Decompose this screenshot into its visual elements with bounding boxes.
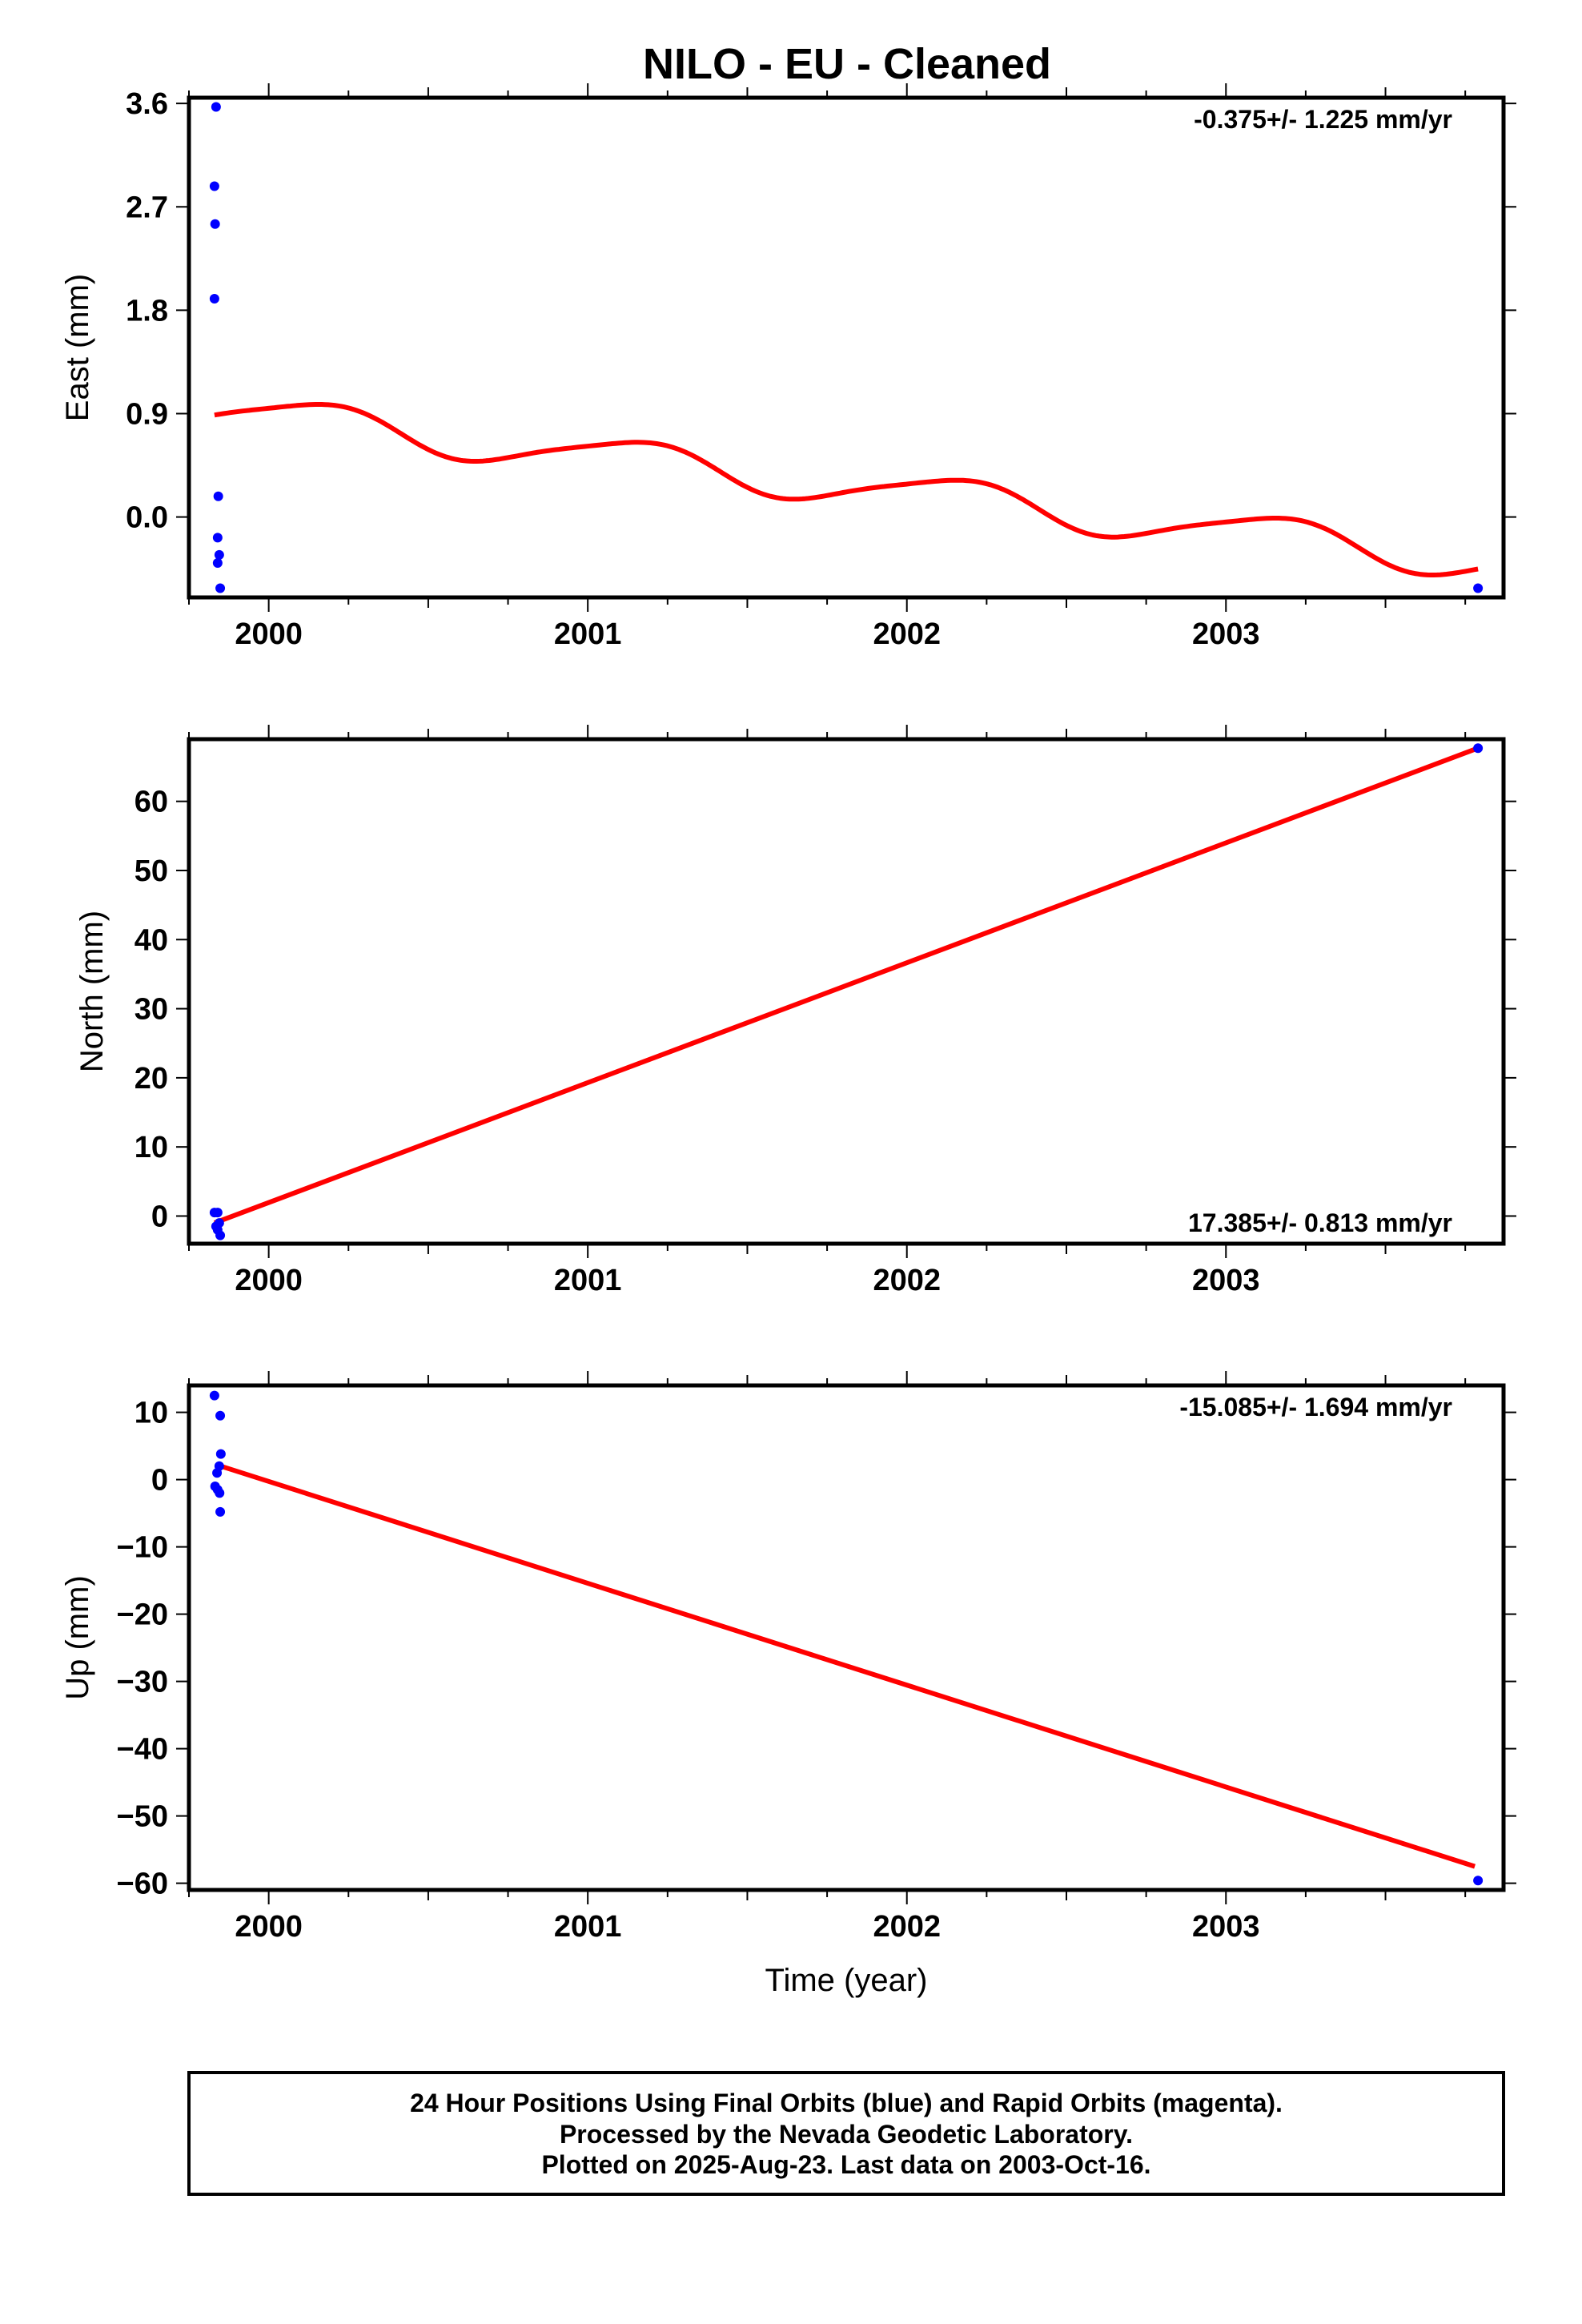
up-panel: 2000 2001 2002 2003 −60 −50 −40 −30 −20 −10 0 10 Up … [60, 1371, 1516, 1998]
x-tick-label: 2000 [235, 617, 303, 651]
data-point [213, 491, 223, 501]
data-point [210, 219, 220, 229]
x-tick-label: 2001 [554, 617, 622, 651]
y-tick-label: 0.0 [126, 501, 168, 535]
x-tick-label: 2002 [873, 1910, 941, 1944]
data-point [212, 1208, 223, 1218]
x-tick-label: 2000 [235, 1264, 303, 1297]
y-tick-label: 40 [135, 923, 168, 957]
rate-label: -15.085+/- 1.694 mm/yr [1179, 1393, 1452, 1421]
plot-frame [187, 95, 1506, 600]
y-tick-label: 30 [135, 993, 168, 1027]
data-point [215, 1230, 226, 1240]
y-tick-label: −20 [117, 1598, 168, 1632]
north-panel: 2000 2001 2002 2003 0 10 20 30 40 50 60 North (mm) 1… [74, 725, 1516, 1297]
y-tick-label: 10 [135, 1131, 168, 1164]
data-point [1473, 583, 1484, 593]
data-point [215, 583, 226, 593]
y-tick-label: 10 [135, 1397, 168, 1430]
footer-frame [187, 2071, 1505, 2196]
data-point [209, 181, 219, 191]
x-axis-label: Time (year) [765, 1963, 928, 1998]
x-tick-label: 2003 [1192, 1910, 1260, 1944]
data-point [1473, 743, 1484, 754]
y-tick-label: 3.6 [126, 87, 168, 121]
y-tick-label: −60 [117, 1868, 168, 1901]
x-tick-label: 2001 [554, 1264, 622, 1297]
y-tick-label: −10 [117, 1531, 168, 1565]
y-tick-label: 2.7 [126, 191, 168, 224]
x-tick-label: 2001 [554, 1910, 622, 1944]
y-tick-label: −40 [117, 1733, 168, 1767]
footer-line-2: Processed by the Nevada Geodetic Laborat… [560, 2120, 1133, 2149]
data-point [215, 1410, 226, 1421]
y-axis-label: East (mm) [60, 274, 95, 421]
y-tick-label: 0 [151, 1464, 168, 1498]
footer-line-1: 24 Hour Positions Using Final Orbits (bl… [410, 2089, 1283, 2117]
y-tick-label: −50 [117, 1800, 168, 1834]
y-axis-label: Up (mm) [60, 1575, 95, 1700]
data-point [209, 294, 219, 304]
y-tick-label: 20 [135, 1062, 168, 1096]
footer-box: 24 Hour Positions Using Final Orbits (bl… [187, 2071, 1505, 2196]
figure-title: NILO - EU - Cleaned [643, 40, 1051, 88]
x-tick-label: 2002 [873, 617, 941, 651]
data-point [214, 549, 224, 560]
data-point [212, 1468, 223, 1478]
data-point [212, 557, 223, 568]
data-point [215, 1506, 226, 1517]
east-panel: 2000 2001 2002 2003 0.0 0.9 1.8 2.7 3.6 East (mm)… [60, 83, 1516, 651]
fit-line [219, 1463, 1476, 1869]
x-tick-label: 2003 [1192, 1264, 1260, 1297]
y-tick-label: 0 [151, 1200, 168, 1233]
plot-frame [187, 1383, 1506, 1892]
plot-frame [187, 737, 1506, 1246]
data-point [212, 533, 223, 543]
footer-line-3: Plotted on 2025-Aug-23. Last data on 200… [541, 2150, 1150, 2179]
y-tick-label: 50 [135, 854, 168, 888]
data-point [209, 1390, 219, 1401]
data-point [215, 1488, 225, 1498]
data-point [215, 1449, 226, 1459]
y-axis-label: North (mm) [74, 911, 110, 1072]
x-tick-label: 2003 [1192, 617, 1260, 651]
y-tick-label: −30 [117, 1666, 168, 1699]
y-tick-label: 0.9 [126, 397, 168, 431]
rate-label: 17.385+/- 0.813 mm/yr [1188, 1208, 1452, 1237]
data-point [211, 102, 221, 112]
fit-line [213, 746, 1480, 1225]
y-tick-label: 1.8 [126, 294, 168, 328]
fit-line [214, 402, 1479, 577]
rate-label: -0.375+/- 1.225 mm/yr [1194, 105, 1452, 134]
x-tick-label: 2000 [235, 1910, 303, 1944]
x-tick-label: 2002 [873, 1264, 941, 1297]
y-tick-label: 60 [135, 786, 168, 819]
data-point [1473, 1876, 1484, 1886]
